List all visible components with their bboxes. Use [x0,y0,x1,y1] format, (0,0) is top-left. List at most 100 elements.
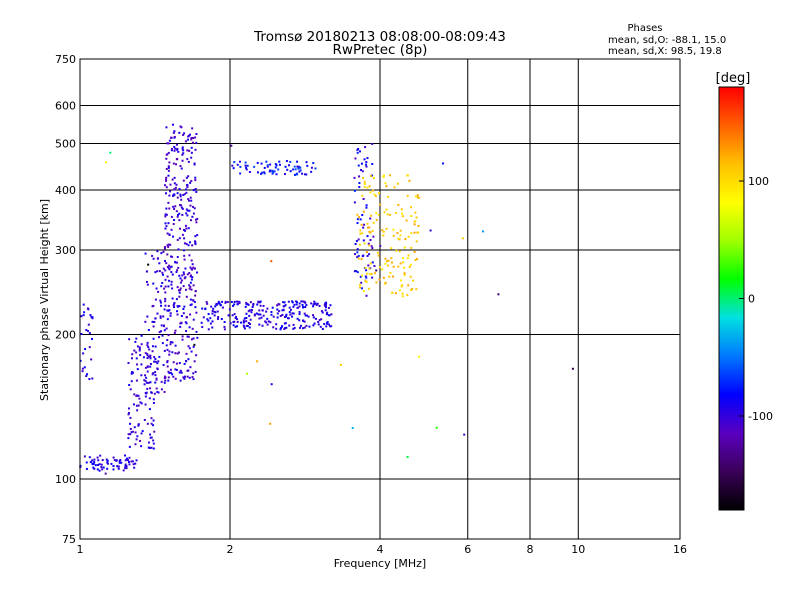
data-point [312,324,315,327]
data-point [166,361,169,364]
data-point [164,215,167,218]
data-point [173,219,176,222]
data-point [171,373,174,376]
data-point [284,322,287,325]
data-point [302,300,305,303]
data-point [185,295,188,298]
data-point [160,285,163,288]
data-point [166,142,169,145]
data-point [179,325,182,328]
data-point [194,290,197,293]
data-point [182,308,185,311]
data-point [178,219,181,222]
data-point [418,196,421,199]
data-point [234,325,237,328]
data-point [86,307,89,310]
data-point [146,370,149,373]
data-point [176,215,179,218]
data-point [167,309,170,312]
data-point [413,231,416,234]
data-point [85,461,88,464]
data-point [179,287,182,290]
data-point [154,345,157,348]
x-tick-label: 4 [377,543,384,556]
data-point [298,310,301,313]
data-point [171,297,174,300]
data-point [180,279,183,282]
data-point [387,264,390,267]
data-point [408,266,411,269]
data-point [130,380,133,383]
data-point [171,178,174,181]
data-point [158,270,161,273]
data-point [85,467,88,470]
data-point [155,387,158,390]
data-point [356,218,359,221]
data-point [368,226,371,229]
data-point [150,417,153,420]
data-point [245,312,248,315]
data-point [194,148,197,151]
data-point [138,349,141,352]
data-point [371,142,374,145]
data-point [364,266,367,269]
data-point [243,317,246,320]
data-point [131,430,134,433]
data-point [164,291,167,294]
data-point [403,274,406,277]
data-point [146,283,149,286]
data-point [286,168,289,171]
data-point [146,365,149,368]
data-point [409,275,412,278]
data-point [118,461,121,464]
data-point [358,182,361,185]
data-point [259,304,262,307]
data-point [378,266,381,269]
data-point [166,339,169,342]
data-point [98,469,101,472]
data-point [132,371,135,374]
data-point [370,245,373,248]
data-point [370,272,373,275]
y-tick-label: 300 [55,244,76,257]
data-point [192,318,195,321]
data-point [192,266,195,269]
data-point [281,313,284,316]
data-point [368,273,371,276]
data-point [207,313,210,316]
data-point [383,211,386,214]
data-point [170,147,173,150]
data-point [185,360,188,363]
data-point [288,306,291,309]
data-point [194,241,197,244]
x-tick-label: 16 [673,543,687,556]
data-point [89,314,92,317]
data-point [104,472,107,475]
data-point [296,173,299,176]
data-point [330,313,333,316]
data-point [173,130,176,133]
data-point [175,362,178,365]
data-point [363,242,366,245]
data-point [128,407,131,410]
data-point [296,306,299,309]
data-point [232,304,235,307]
data-point [165,186,168,189]
data-point [182,271,185,274]
data-point [163,246,166,249]
data-point [93,460,96,463]
data-point [128,411,131,414]
data-point [361,232,364,235]
data-point [386,213,389,216]
data-point [410,246,413,249]
data-point [174,377,177,380]
data-point [187,244,190,247]
data-point [250,308,253,311]
data-point [279,328,282,331]
data-point [146,341,149,344]
data-point [266,307,269,310]
data-point [190,288,193,291]
data-point [189,285,192,288]
data-point [261,309,264,312]
data-point [361,274,364,277]
